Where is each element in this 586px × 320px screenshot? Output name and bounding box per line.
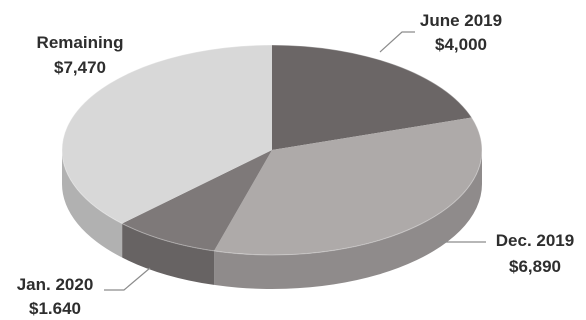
pie-slice-dec-2019: [214, 117, 482, 255]
leader-line-june-2019: [379, 31, 415, 53]
pie-rim: [61, 44, 483, 256]
label-june-2019-value: $4,000: [435, 35, 487, 54]
label-dec-2019-name: Dec. 2019: [496, 231, 574, 250]
pie-top: [61, 44, 483, 256]
label-jan-2020-value: $1.640: [29, 299, 81, 318]
pie-side-dec-2019: [214, 150, 482, 289]
pie-slice-remaining: [62, 45, 273, 224]
label-jan-2020-name: Jan. 2020: [17, 275, 94, 294]
pie-depth: [62, 150, 482, 289]
label-remaining-value: $7,470: [54, 58, 106, 77]
leader-line-jan-2020: [104, 267, 151, 291]
pie-slice-jan-2020: [122, 150, 272, 251]
pie-side-jan-2020: [122, 223, 215, 285]
pie-slice-june-2019: [272, 45, 472, 150]
label-june-2019-name: June 2019: [420, 11, 502, 30]
pie-side-remaining: [62, 150, 123, 258]
label-remaining-name: Remaining: [37, 33, 124, 52]
label-dec-2019-value: $6,890: [509, 257, 561, 276]
